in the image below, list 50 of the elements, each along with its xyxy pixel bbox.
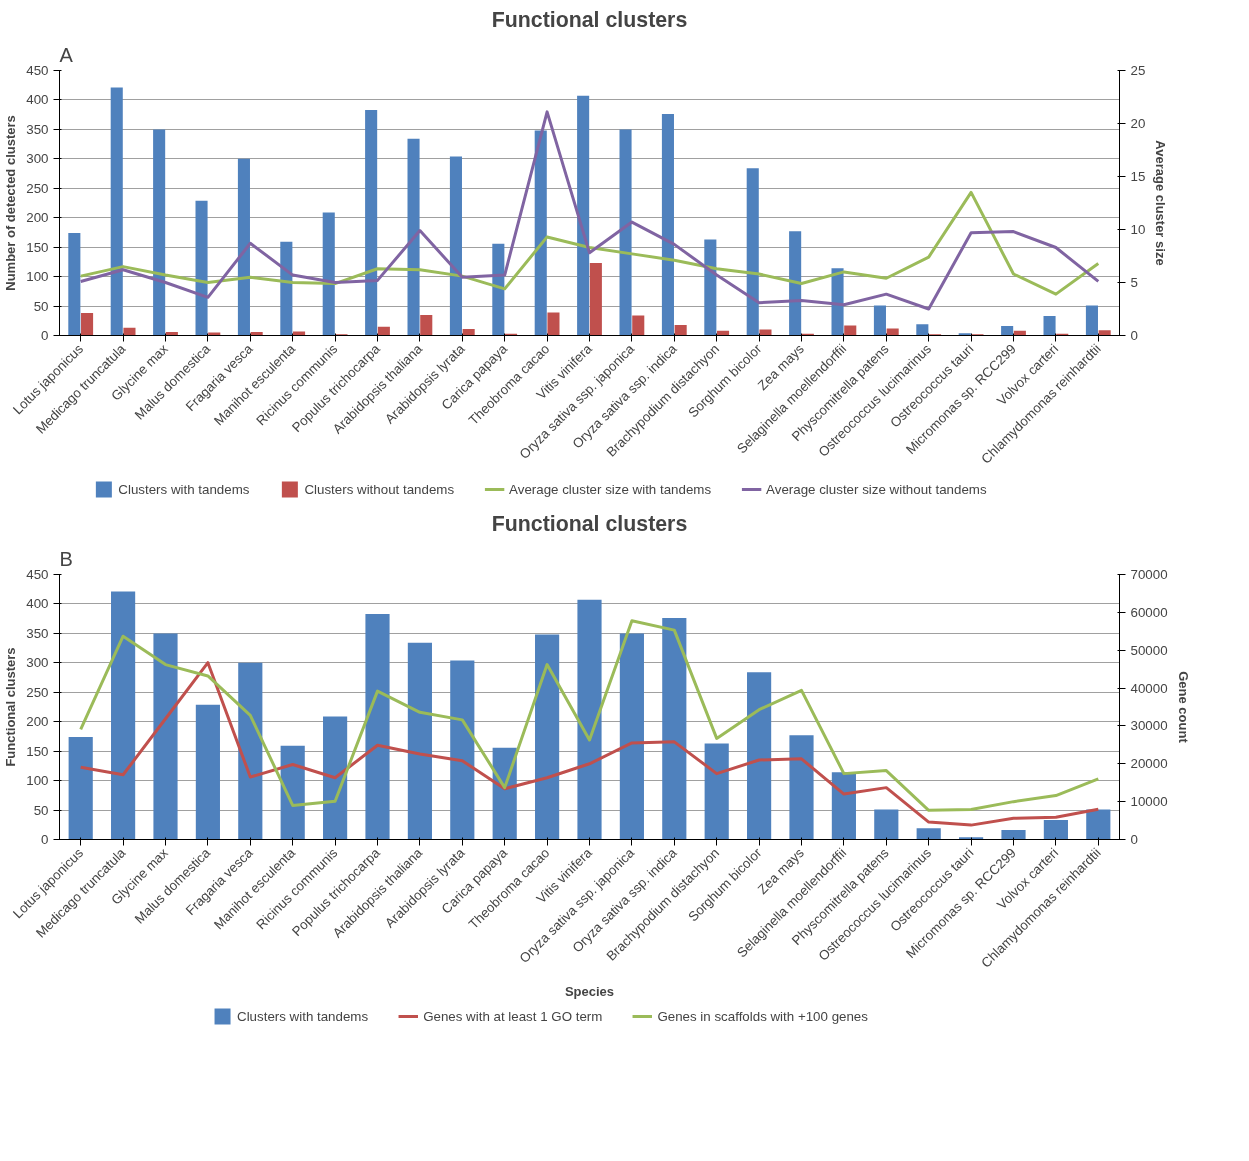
y2-axis-title: Average cluster size xyxy=(1153,140,1169,266)
y2-tick-label: 20000 xyxy=(1130,756,1168,772)
y-axis-title: Functional clusters xyxy=(3,647,19,767)
y-tick-label: 350 xyxy=(26,625,49,641)
y2-tick-label: 10 xyxy=(1130,222,1146,237)
y-axis-title: Number of detected clusters xyxy=(3,115,19,291)
y2-tick-label: 50000 xyxy=(1130,642,1168,658)
legend-label: Clusters without tandems xyxy=(304,481,455,497)
legend-label: Clusters with tandems xyxy=(118,481,250,497)
y-tick-label: 100 xyxy=(26,269,49,285)
y-tick-label: 400 xyxy=(26,92,49,108)
y-tick-label: 200 xyxy=(26,210,49,226)
y2-axis-title: Gene count xyxy=(1175,671,1191,744)
y2-tick-label: 70000 xyxy=(1130,567,1168,582)
y-tick-label: 450 xyxy=(26,567,49,582)
y-tick-label: 300 xyxy=(26,151,49,167)
text: A xyxy=(59,43,74,66)
y2-tick-label: 5 xyxy=(1130,275,1138,290)
y-tick-label: 0 xyxy=(41,328,49,343)
y-tick-label: 50 xyxy=(33,298,49,314)
y-tick-label: 200 xyxy=(26,714,49,730)
x-axis-title: Species xyxy=(564,983,615,999)
y2-tick-label: 25 xyxy=(1130,63,1146,78)
y2-tick-label: 0 xyxy=(1130,832,1138,847)
legend-label: Genes with at least 1 GO term xyxy=(423,1008,603,1024)
y-tick-label: 300 xyxy=(26,655,49,671)
y-tick-label: 450 xyxy=(26,63,49,78)
y2-tick-label: 0 xyxy=(1130,328,1138,343)
legend-label: Average cluster size without tandems xyxy=(766,481,987,497)
y-tick-label: 150 xyxy=(26,239,49,255)
y-tick-label: 0 xyxy=(41,832,49,847)
y-tick-label: 50 xyxy=(33,802,49,818)
y2-tick-label: 30000 xyxy=(1130,718,1168,734)
y-tick-label: 250 xyxy=(26,180,49,196)
legend-label: Genes in scaffolds with +100 genes xyxy=(657,1008,868,1024)
y2-tick-label: 15 xyxy=(1130,169,1146,184)
chart-title: Functional clusters xyxy=(491,511,688,536)
y-tick-label: 150 xyxy=(26,743,49,759)
chart-title: Functional clusters xyxy=(491,7,688,32)
y2-tick-label: 60000 xyxy=(1130,604,1168,620)
y-tick-label: 100 xyxy=(26,773,49,789)
legend-label: Average cluster size with tandems xyxy=(509,481,712,497)
y-tick-label: 350 xyxy=(26,121,49,137)
y-tick-label: 400 xyxy=(26,596,49,612)
y-tick-label: 250 xyxy=(26,684,49,700)
y2-tick-label: 40000 xyxy=(1130,680,1168,696)
legend-label: Clusters with tandems xyxy=(237,1008,369,1024)
y2-tick-label: 20 xyxy=(1130,116,1146,131)
y2-tick-label: 10000 xyxy=(1130,794,1168,810)
text: B xyxy=(59,547,73,570)
